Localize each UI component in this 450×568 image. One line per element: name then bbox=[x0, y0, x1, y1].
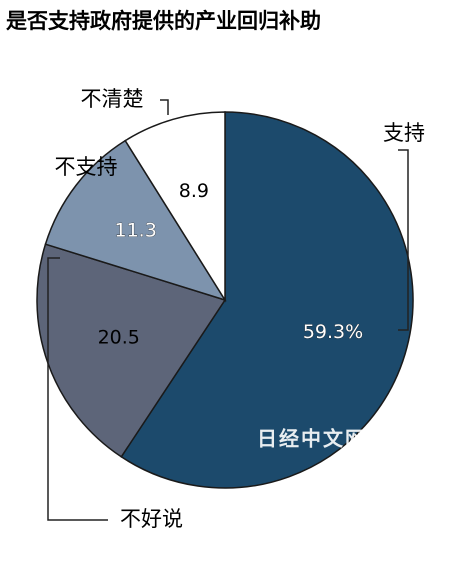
pie bbox=[36, 111, 414, 489]
watermark: 日经中文网 bbox=[257, 427, 367, 451]
data-label: 8.9 bbox=[179, 180, 209, 202]
data-label: 59.3% bbox=[303, 321, 363, 343]
pie-slice bbox=[44, 139, 227, 302]
category-label: 不支持 bbox=[55, 155, 118, 179]
leader-line bbox=[160, 99, 169, 115]
data-label: 20.5 bbox=[98, 326, 140, 348]
data-label: 11.3 bbox=[114, 220, 156, 242]
pie-slice bbox=[120, 111, 414, 489]
category-label: 支持 bbox=[383, 121, 425, 145]
leader-line bbox=[398, 149, 409, 331]
chart-title: 是否支持政府提供的产业回归补助 bbox=[6, 9, 321, 33]
pie-slice bbox=[124, 111, 226, 303]
category-label: 不清楚 bbox=[81, 87, 144, 111]
category-label: 不好说 bbox=[120, 507, 183, 531]
leader-line bbox=[47, 257, 108, 521]
